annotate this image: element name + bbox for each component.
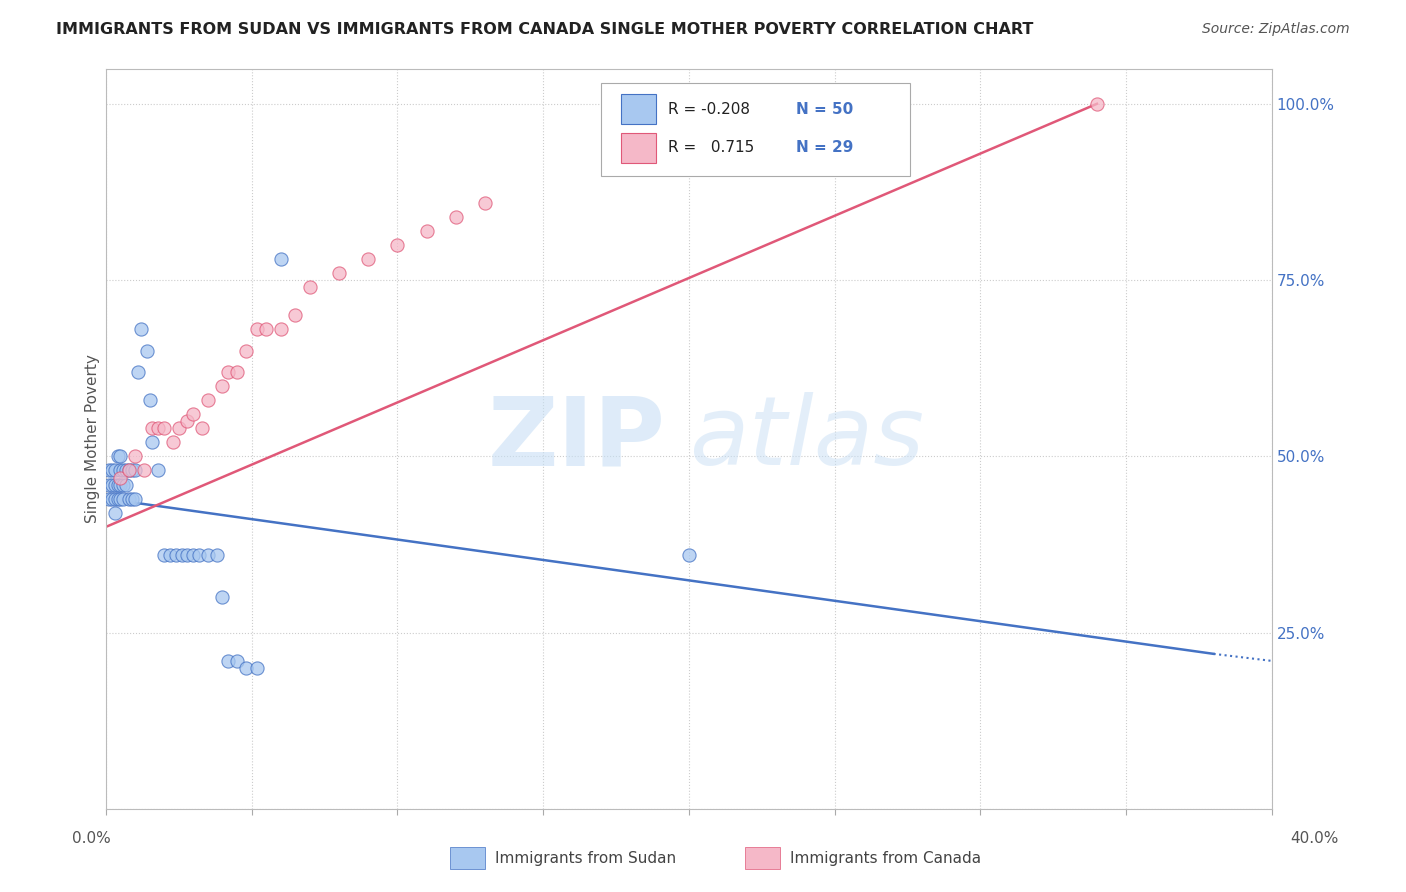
Point (270, 322, 292, 336)
Point (127, 365, 149, 379)
Point (118, 491, 141, 506)
Point (235, 343, 257, 358)
Point (118, 463, 141, 477)
Point (110, 477, 132, 491)
Text: R = -0.208: R = -0.208 (668, 102, 749, 117)
Point (181, 407, 204, 421)
Point (226, 654, 249, 668)
Point (153, 548, 176, 562)
Point (235, 661, 257, 675)
Point (387, 237, 409, 252)
Point (121, 491, 143, 506)
Point (124, 463, 146, 477)
Point (217, 365, 239, 379)
Point (110, 491, 132, 506)
Point (1085, 96, 1108, 111)
Point (100, 477, 122, 491)
Point (104, 506, 127, 520)
Point (176, 548, 198, 562)
Point (110, 470, 132, 484)
Point (170, 548, 193, 562)
Point (246, 322, 269, 336)
Point (141, 435, 163, 450)
Text: N = 50: N = 50 (796, 102, 853, 117)
Point (246, 661, 269, 675)
Point (97, 463, 120, 477)
Point (176, 414, 198, 428)
FancyBboxPatch shape (602, 83, 911, 176)
Bar (621, 95, 657, 124)
Point (191, 421, 214, 435)
Point (197, 392, 219, 407)
Text: Immigrants from Canada: Immigrants from Canada (790, 851, 981, 865)
Point (188, 548, 211, 562)
Point (181, 548, 204, 562)
Point (197, 548, 219, 562)
Point (141, 421, 163, 435)
Point (270, 252, 292, 266)
Point (165, 548, 187, 562)
Point (129, 322, 152, 336)
Point (112, 491, 135, 506)
Text: Immigrants from Sudan: Immigrants from Sudan (495, 851, 676, 865)
Point (104, 477, 127, 491)
Point (121, 463, 143, 477)
Point (110, 463, 132, 477)
Point (153, 421, 176, 435)
Text: atlas: atlas (689, 392, 924, 485)
Point (124, 450, 146, 464)
Point (135, 343, 157, 358)
Point (205, 548, 228, 562)
Point (138, 392, 160, 407)
Text: R =   0.715: R = 0.715 (668, 140, 754, 155)
Point (107, 450, 129, 464)
Point (115, 477, 138, 491)
Point (298, 280, 321, 294)
Point (415, 224, 437, 238)
Point (474, 195, 496, 210)
Point (162, 435, 184, 450)
Text: N = 29: N = 29 (796, 140, 853, 155)
Point (444, 210, 467, 224)
Point (100, 491, 122, 506)
Point (226, 365, 249, 379)
Point (112, 477, 135, 491)
Y-axis label: Single Mother Poverty: Single Mother Poverty (86, 354, 100, 524)
Bar (621, 133, 657, 162)
Text: Source: ZipAtlas.com: Source: ZipAtlas.com (1202, 22, 1350, 37)
Point (100, 463, 122, 477)
Point (159, 548, 181, 562)
Point (107, 491, 129, 506)
Point (148, 421, 170, 435)
Point (118, 463, 141, 477)
Point (211, 379, 233, 393)
Point (211, 591, 233, 605)
Text: 0.0%: 0.0% (72, 831, 111, 846)
Point (112, 463, 135, 477)
Text: IMMIGRANTS FROM SUDAN VS IMMIGRANTS FROM CANADA SINGLE MOTHER POVERTY CORRELATIO: IMMIGRANTS FROM SUDAN VS IMMIGRANTS FROM… (56, 22, 1033, 37)
Point (115, 463, 138, 477)
Point (107, 477, 129, 491)
Text: 40.0%: 40.0% (1291, 831, 1339, 846)
Point (97, 491, 120, 506)
Point (167, 421, 190, 435)
Point (678, 548, 700, 562)
Point (217, 654, 239, 668)
Point (328, 266, 350, 280)
Point (357, 252, 380, 266)
Text: ZIP: ZIP (488, 392, 665, 485)
Point (254, 322, 277, 336)
Point (284, 309, 307, 323)
Point (110, 450, 132, 464)
Point (104, 463, 127, 477)
Point (104, 491, 127, 506)
Point (132, 463, 155, 477)
Point (124, 491, 146, 506)
Point (97, 477, 120, 491)
Point (148, 463, 170, 477)
